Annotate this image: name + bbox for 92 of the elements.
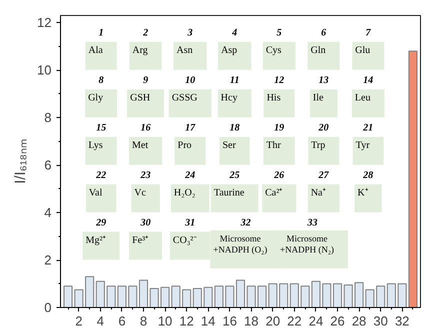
annotation: 33 [306, 218, 318, 229]
annotation: Taurine [214, 187, 245, 198]
x-tick-label: 2 [75, 314, 82, 328]
y-axis-title: I/I₆₁₈ₙₘ [12, 139, 30, 184]
annotation: 31 [184, 218, 196, 229]
annotation: 21 [362, 122, 374, 134]
x-tick-label: 24 [308, 314, 324, 328]
x-tick-label: 26 [330, 314, 345, 328]
x-tick-label: 14 [200, 314, 216, 328]
annotation: Microsome +NADPH (O₂) [213, 233, 268, 254]
y-tick-label: 6 [44, 158, 52, 173]
annotation: Fe³⁺ [132, 234, 150, 246]
bar [408, 50, 418, 308]
annotation: 14 [363, 75, 374, 86]
annotation: Ca²⁺ [265, 187, 284, 198]
annotation: 22 [95, 170, 106, 182]
x-tick-label: 30 [373, 314, 388, 328]
annotation: 3 [186, 28, 193, 39]
annotation: Tyr [356, 140, 370, 151]
annotation: 6 [321, 28, 326, 39]
x-tick-label: 20 [266, 314, 280, 328]
annotation: Lys [88, 140, 103, 151]
x-tick-label: 16 [222, 314, 237, 328]
annotation: 18 [230, 122, 240, 134]
annotation: 19 [274, 122, 284, 134]
annotation: GSH [130, 92, 150, 104]
annotation: Gly [88, 92, 104, 104]
annotation: 25 [228, 170, 240, 182]
annotation: Cys [266, 44, 282, 56]
annotation: 13 [318, 75, 329, 86]
annotation: Val [88, 187, 102, 198]
annotation: 24 [184, 170, 196, 182]
annotation: Thr [266, 140, 282, 151]
annotation: Met [132, 140, 148, 151]
y-tick-label: 12 [37, 15, 52, 30]
annotation: 7 [366, 28, 372, 39]
x-tick-label: 10 [158, 314, 172, 328]
annotation: 10 [185, 75, 196, 86]
x-tick-label: 32 [394, 314, 410, 328]
annotation: Glu [355, 44, 370, 56]
annotation: 5 [276, 28, 282, 39]
x-tick-label: 4 [96, 314, 104, 328]
annotation: 1 [98, 28, 104, 39]
annotation: GSSG [172, 92, 198, 104]
annotation: Vc [134, 187, 146, 198]
y-tick-label: 2 [44, 252, 52, 268]
annotation: H₂O₂ [174, 187, 196, 198]
annotation: 29 [95, 218, 106, 229]
y-tick-label: 10 [37, 62, 52, 78]
bar [64, 286, 73, 308]
annotation: 4 [231, 28, 238, 39]
annotation: Ile [312, 92, 324, 104]
annotation: K⁺ [358, 187, 369, 198]
x-tick-label: 22 [287, 314, 302, 328]
annotation: 20 [318, 122, 329, 134]
y-tick-label: 8 [44, 110, 52, 126]
x-tick-label: 28 [352, 314, 366, 328]
annotation: Microsome +NADPH (N₂) [280, 233, 334, 254]
annotation: Asp [221, 44, 238, 56]
annotation: Asn [176, 44, 193, 56]
annotation: His [266, 92, 281, 104]
annotation: 26 [273, 170, 284, 182]
annotation: Arg [132, 44, 148, 56]
annotation: Gln [310, 44, 326, 56]
x-tick-label: 18 [244, 314, 259, 328]
annotation: 23 [140, 170, 151, 182]
annotation: 15 [96, 122, 106, 134]
annotation: Na⁺ [310, 187, 326, 198]
annotation: Ala [88, 44, 104, 56]
annotation: 30 [140, 218, 151, 229]
annotation: Pro [178, 140, 192, 151]
annotation: Trp [311, 140, 326, 151]
y-tick-label: 4 [44, 205, 52, 220]
y-tick-label: 0 [44, 300, 52, 315]
x-tick-label: 6 [118, 314, 126, 328]
annotation: Hcy [220, 92, 238, 104]
annotation: 12 [274, 75, 284, 86]
annotation: 32 [240, 218, 251, 229]
annotation: 28 [362, 170, 374, 182]
annotation: 16 [140, 122, 151, 134]
annotation: 9 [143, 75, 148, 86]
annotation: CO₃²⁻ [172, 234, 198, 246]
annotation: Leu [354, 92, 370, 104]
annotation: 17 [185, 122, 196, 134]
annotation: 27 [318, 170, 330, 182]
annotation: 2 [142, 28, 148, 39]
x-tick-label: 12 [179, 314, 194, 328]
x-tick-label: 8 [140, 314, 148, 328]
annotation: Mg²⁺ [86, 234, 107, 246]
annotation: Ser [222, 140, 236, 151]
annotation: 11 [230, 75, 240, 86]
annotation: 8 [98, 75, 104, 86]
